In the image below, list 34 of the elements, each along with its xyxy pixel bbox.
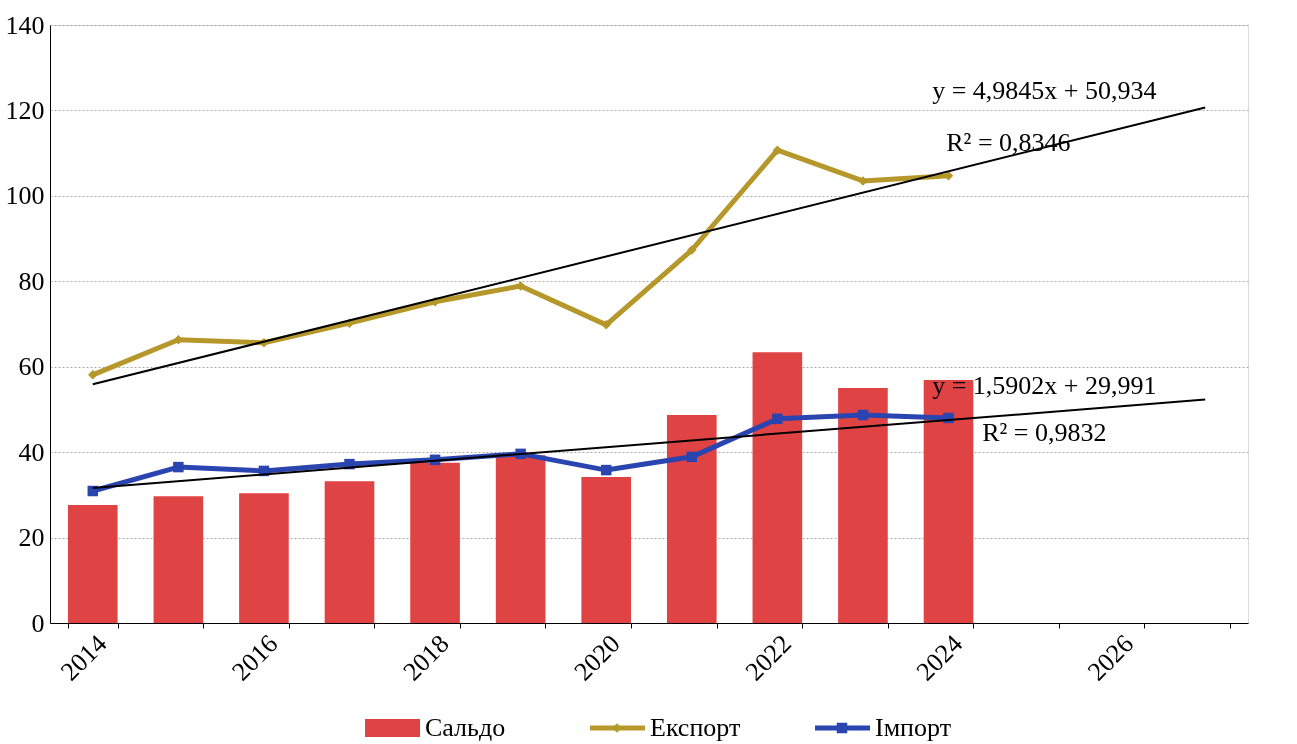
legend-label: Імпорт — [875, 713, 952, 742]
annotation: R² = 0,9832 — [982, 418, 1107, 447]
point — [88, 370, 98, 380]
bar — [838, 388, 888, 623]
annotation: y = 4,9845x + 50,934 — [932, 76, 1157, 105]
bar — [581, 476, 632, 623]
y-tick-label: 20 — [18, 523, 45, 553]
point — [173, 461, 184, 473]
annotation: y = 1,5902x + 29,991 — [932, 371, 1157, 400]
legend-label: Експорт — [650, 713, 741, 742]
legend-label: Сальдо — [425, 713, 506, 742]
y-tick-label: 120 — [5, 95, 45, 125]
bar — [67, 505, 118, 623]
point — [686, 451, 698, 463]
y-tick-label: 60 — [18, 352, 45, 382]
y-tick-label: 100 — [5, 181, 45, 211]
y-tick-label: 80 — [18, 266, 45, 296]
bar — [410, 462, 460, 623]
bar — [666, 414, 717, 623]
bar — [153, 496, 204, 623]
point — [601, 320, 611, 330]
bar — [923, 379, 974, 623]
point — [600, 464, 612, 476]
point — [857, 409, 869, 421]
y-tick-label: 40 — [18, 437, 45, 467]
point — [772, 413, 783, 425]
bar — [324, 481, 375, 623]
annotation: R² = 0,8346 — [946, 128, 1071, 157]
y-tick-label: 140 — [5, 10, 45, 40]
bar — [495, 455, 546, 623]
y-tick-label: 0 — [31, 608, 45, 638]
point — [687, 245, 697, 255]
bar — [752, 352, 803, 623]
bar — [239, 493, 289, 623]
